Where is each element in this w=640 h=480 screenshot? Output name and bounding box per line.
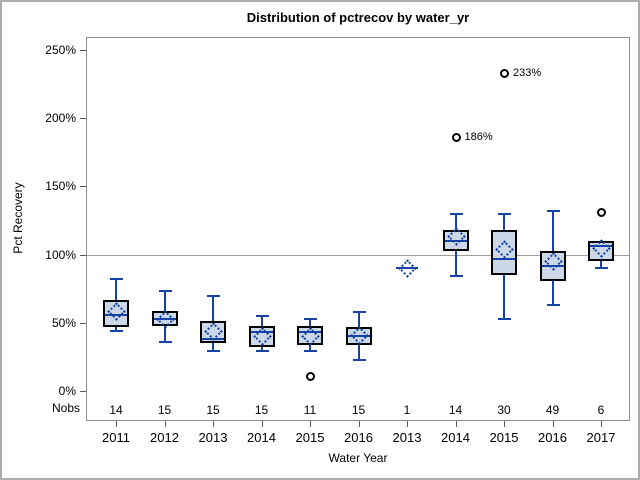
outlier-label: 233% — [513, 67, 542, 80]
y-tick-label: 150% — [45, 179, 76, 194]
x-tick-mark — [407, 421, 408, 427]
x-tick-label: 2016 — [538, 430, 567, 445]
whisker-cap-bottom — [304, 350, 317, 353]
whisker-cap-bottom — [352, 358, 366, 361]
plot-area: 0% 50% 100% 150% 200% 250% 14 2011 15 2012 15 2013 1… — [45, 37, 630, 445]
x-axis-title: Water Year — [328, 451, 388, 465]
whisker-cap-bottom — [110, 329, 123, 332]
y-tick-mark — [80, 50, 86, 51]
y-axis-title: Pct Recovery — [11, 182, 25, 254]
outlier-point — [451, 133, 461, 143]
y-tick-mark — [80, 391, 86, 392]
reference-line-100pct — [87, 254, 629, 256]
nobs-value: 30 — [497, 403, 511, 417]
whisker-cap-bottom — [498, 317, 511, 320]
y-tick-label: 250% — [45, 43, 76, 57]
x-tick-label: 2016 — [344, 430, 373, 445]
nobs-value: 15 — [254, 403, 269, 417]
y-tick-label: 100% — [45, 247, 76, 262]
x-tick-label: 2013 — [198, 430, 228, 445]
whisker-cap-bottom — [158, 340, 172, 343]
x-tick-mark — [310, 421, 311, 427]
y-tick-mark — [80, 254, 86, 256]
y-tick-label: 0% — [58, 384, 76, 398]
whisker-cap-bottom — [207, 350, 220, 353]
median-line — [590, 245, 612, 248]
median-line — [153, 317, 176, 320]
nobs-value: 15 — [157, 403, 172, 417]
whisker-cap-bottom — [255, 350, 269, 353]
whisker-cap-top — [352, 310, 366, 313]
median-line — [493, 257, 515, 260]
whisker-cap-top — [255, 314, 269, 317]
whisker-cap-bottom — [449, 275, 463, 278]
x-tick-mark — [504, 421, 505, 427]
x-tick-mark — [358, 421, 360, 427]
outlier-point — [500, 69, 509, 79]
y-tick-mark — [80, 186, 86, 188]
y-tick-mark — [80, 118, 86, 120]
x-tick-mark — [164, 421, 166, 427]
whisker-cap-top — [498, 212, 511, 215]
x-tick-mark — [601, 421, 602, 427]
x-tick-label: 2014 — [247, 430, 276, 445]
nobs-value: 1 — [403, 403, 411, 417]
outlier-point — [597, 208, 606, 218]
whisker-cap-top — [449, 212, 463, 215]
x-tick-label: 2014 — [441, 430, 470, 445]
median-line — [250, 331, 273, 334]
whisker-cap-top — [304, 317, 317, 320]
nobs-value: 14 — [448, 403, 463, 417]
x-tick-mark — [116, 421, 117, 427]
box — [248, 325, 275, 348]
outlier-label: 186% — [464, 131, 493, 144]
median-line — [202, 338, 224, 341]
chart-title: Distribution of pctrecov by water_yr — [246, 10, 470, 25]
nobs-value: 14 — [109, 403, 123, 417]
box — [103, 299, 129, 327]
x-tick-label: 2011 — [102, 430, 130, 445]
box — [491, 230, 517, 276]
x-tick-mark — [455, 421, 457, 427]
nobs-value: 15 — [206, 403, 220, 417]
x-tick-mark — [213, 421, 214, 427]
x-tick-mark — [552, 421, 554, 427]
median-line — [347, 335, 370, 338]
single-obs-line — [396, 267, 418, 270]
x-tick-label: 2013 — [392, 430, 422, 445]
nobs-value: 49 — [545, 403, 560, 417]
x-tick-label: 2017 — [586, 430, 616, 445]
whisker-cap-bottom — [595, 267, 608, 270]
y-tick-mark — [80, 322, 86, 324]
nobs-value: 11 — [303, 403, 317, 417]
x-tick-label: 2015 — [489, 430, 519, 445]
median-line — [444, 239, 467, 242]
box — [200, 321, 226, 344]
whisker-cap-top — [207, 294, 220, 297]
nobs-row-label: Nobs — [51, 401, 80, 415]
whisker-cap-top — [546, 209, 560, 212]
box — [297, 325, 323, 345]
x-tick-mark — [261, 421, 263, 427]
whisker-cap-top — [158, 290, 172, 293]
whisker-cap-bottom — [546, 304, 560, 307]
median-line — [105, 313, 127, 316]
median-line — [541, 264, 564, 267]
median-line — [299, 331, 321, 334]
x-tick-label: 2012 — [150, 430, 179, 445]
y-tick-label: 50% — [51, 315, 76, 330]
y-tick-label: 200% — [45, 111, 76, 126]
x-tick-label: 2015 — [295, 430, 325, 445]
mean-diamond — [398, 259, 417, 278]
whisker-cap-top — [110, 278, 123, 281]
nobs-value: 6 — [597, 403, 605, 417]
outlier-point — [306, 371, 315, 381]
nobs-value: 15 — [351, 403, 366, 417]
